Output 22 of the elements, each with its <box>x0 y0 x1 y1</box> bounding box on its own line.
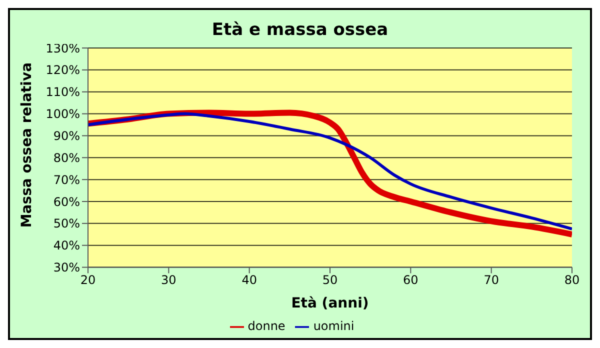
y-axis-title: Massa ossea relativa <box>18 62 35 228</box>
y-tick-label: 120% <box>46 63 80 78</box>
legend-label: uomini <box>313 319 354 334</box>
y-tick-label: 60% <box>53 194 80 209</box>
y-tick-label: 50% <box>53 216 80 231</box>
y-tick-label: 110% <box>46 85 80 100</box>
chart-title: Età e massa ossea <box>212 20 388 40</box>
x-tick-label: 40 <box>242 272 257 287</box>
y-tick-label: 70% <box>53 172 80 187</box>
y-tick-label: 90% <box>53 128 80 143</box>
legend-label: donne <box>248 319 286 334</box>
y-tick-label: 40% <box>53 238 80 253</box>
x-tick-label: 30 <box>161 272 176 287</box>
x-tick-label: 80 <box>564 272 580 287</box>
y-tick-label: 100% <box>46 107 80 122</box>
x-tick-label: 20 <box>80 272 96 287</box>
x-axis-title: Età (anni) <box>291 295 369 312</box>
x-tick-label: 50 <box>322 272 338 287</box>
y-tick-label: 80% <box>53 150 80 165</box>
x-tick-label: 60 <box>403 272 418 287</box>
y-tick-label: 30% <box>53 260 80 275</box>
x-tick-label: 70 <box>484 272 499 287</box>
